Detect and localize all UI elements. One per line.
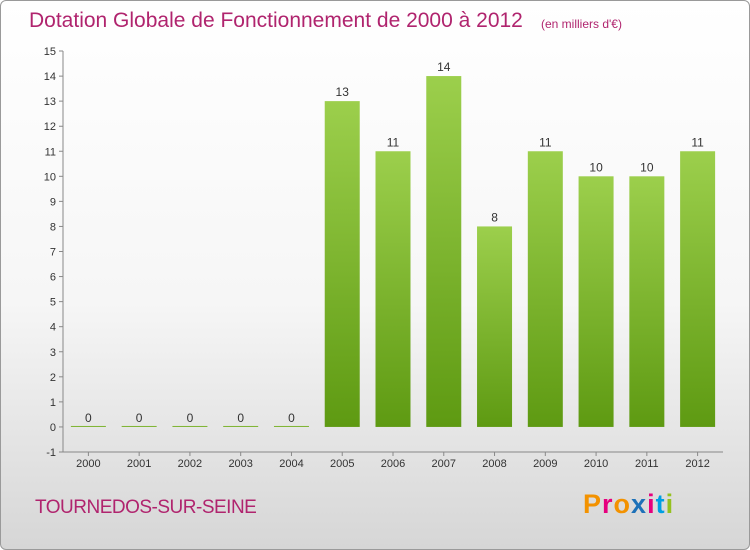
y-tick-label: 13: [44, 96, 56, 108]
data-label-2007: 14: [437, 60, 451, 74]
chart-subtitle: (en milliers d'€): [541, 17, 622, 31]
bar-2007: [426, 76, 462, 427]
data-label-2011: 10: [640, 160, 654, 174]
y-tick-label: 6: [50, 272, 56, 284]
bar-2004: [273, 425, 309, 427]
y-tick-label: 11: [45, 146, 56, 158]
y-tick-label: 10: [44, 171, 56, 183]
data-label-2006: 11: [387, 135, 400, 149]
proxiti-logo[interactable]: Proxiti: [583, 489, 674, 520]
commune-name: TOURNEDOS-SUR-SEINE: [35, 497, 257, 518]
x-tick-label: 2002: [178, 458, 202, 470]
bar-2010: [578, 176, 614, 427]
bars-group: 0 0 0 0 0 13 11 14 8 11 10 10 11: [70, 60, 716, 427]
x-axis-ticks: 2000 2001 2002 2003 2004 2005 2006 2007 2008 2009…: [76, 452, 710, 470]
data-label-2012: 11: [691, 135, 704, 149]
y-tick-label: 15: [44, 46, 56, 58]
x-tick-label: 2008: [482, 458, 506, 470]
logo-letter: i: [647, 489, 656, 519]
y-tick-label: 7: [50, 247, 56, 259]
y-tick-label: 2: [50, 372, 56, 384]
x-tick-label: 2001: [127, 458, 151, 470]
data-label-2000: 0: [85, 411, 92, 425]
x-tick-label: 2007: [432, 458, 456, 470]
data-label-2004: 0: [288, 411, 295, 425]
y-tick-label: 5: [50, 297, 56, 309]
x-tick-label: 2003: [228, 458, 252, 470]
data-label-2009: 11: [539, 135, 552, 149]
x-tick-label: 2009: [533, 458, 557, 470]
y-tick-label: 0: [50, 422, 56, 434]
data-label-2008: 8: [491, 210, 498, 224]
bar-2011: [629, 176, 665, 427]
x-tick-label: 2006: [381, 458, 405, 470]
x-tick-label: 2012: [685, 458, 709, 470]
y-tick-label: 12: [44, 121, 56, 133]
logo-letter: i: [665, 489, 675, 519]
bar-2002: [172, 425, 208, 427]
x-tick-label: 2010: [584, 458, 608, 470]
bar-2000: [70, 425, 106, 427]
y-tick-label: 8: [50, 221, 56, 233]
logo-letter: x: [631, 489, 648, 519]
data-label-2002: 0: [187, 411, 194, 425]
bar-2001: [121, 425, 157, 427]
y-tick-label: 14: [44, 71, 56, 83]
logo-letter: P: [583, 489, 603, 519]
logo-letter: o: [613, 489, 632, 519]
bar-2003: [223, 425, 259, 427]
x-tick-label: 2005: [330, 458, 354, 470]
data-label-2005: 13: [336, 85, 350, 99]
x-tick-label: 2011: [635, 458, 659, 470]
chart-title: Dotation Globale de Fonctionnement de 20…: [29, 9, 523, 32]
logo-letter: t: [655, 489, 666, 519]
bar-2005: [324, 101, 360, 427]
bar-2006: [375, 151, 411, 427]
y-tick-label: -1: [46, 447, 56, 459]
bar-2008: [477, 226, 513, 427]
y-tick-label: 3: [50, 347, 56, 359]
data-label-2001: 0: [136, 411, 143, 425]
logo-letter: r: [602, 489, 614, 519]
y-tick-label: 9: [50, 196, 56, 208]
y-tick-label: 1: [50, 397, 56, 409]
data-label-2010: 10: [589, 160, 603, 174]
bar-2009: [527, 151, 563, 427]
data-label-2003: 0: [237, 411, 244, 425]
y-tick-label: 4: [50, 322, 56, 334]
bar-2012: [680, 151, 716, 427]
x-tick-label: 2000: [76, 458, 100, 470]
x-tick-label: 2004: [279, 458, 303, 470]
